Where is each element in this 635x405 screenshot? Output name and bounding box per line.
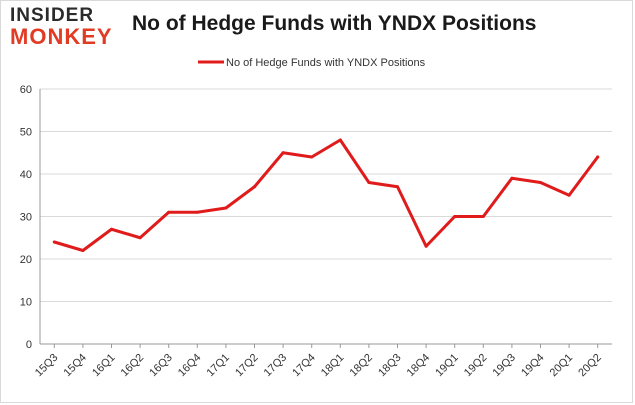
data-point [195,210,199,214]
y-tick-label: 10 [20,297,32,309]
y-tick-label: 0 [26,339,32,351]
y-tick-label: 50 [20,127,32,139]
data-point [253,185,256,189]
series-line [52,138,600,252]
data-point [224,206,228,210]
data-point [567,193,571,197]
x-tick-label: 19Q3 [490,352,518,380]
x-tick-label: 17Q1 [204,352,232,380]
y-tick-label: 20 [20,254,32,266]
x-tick-label: 16Q3 [147,352,175,380]
insider-monkey-logo: INSIDER MONKEY [10,6,120,52]
data-point [81,249,85,252]
data-point [310,155,314,159]
x-tick-label: 18Q1 [319,352,347,380]
x-tick-label: 18Q2 [347,352,375,380]
x-tick-label: 16Q1 [90,352,118,380]
data-point [396,185,399,189]
x-tick-label: 17Q4 [290,352,318,380]
x-tick-label: 19Q1 [433,352,461,380]
data-point [510,176,514,180]
data-point [110,227,113,231]
chart-title: No of Hedge Funds with YNDX Positions [132,12,537,35]
legend-label: No of Hedge Funds with YNDX Positions [226,57,426,69]
data-point [367,181,371,184]
data-point [167,210,171,214]
data-point [453,215,457,218]
data-point [281,151,285,155]
data-point [52,240,56,244]
x-tick-label: 19Q4 [519,352,547,380]
y-tick-label: 60 [20,84,32,96]
x-tick-label: 16Q4 [176,352,204,380]
x-tick-label: 16Q2 [119,352,147,380]
x-tick-label: 17Q2 [233,352,261,380]
x-tick-label: 19Q2 [462,352,490,380]
y-tick-label: 40 [20,169,32,181]
data-point [338,138,342,142]
x-tick-label: 18Q4 [405,352,433,380]
x-tick-label: 15Q3 [33,352,61,380]
x-tick-label: 15Q4 [61,352,89,380]
x-tick-label: 17Q3 [262,352,290,380]
x-tick-label: 20Q2 [576,352,604,380]
data-point [596,155,600,159]
logo-line-1: INSIDER [10,5,95,26]
data-point [481,215,485,218]
logo-line-2: MONKEY [10,24,113,49]
x-tick-label: 20Q1 [548,352,576,380]
data-point [138,236,142,240]
x-tick-label: 18Q3 [376,352,404,380]
y-tick-label: 30 [20,212,32,224]
data-point [424,244,428,248]
data-point [539,181,542,184]
